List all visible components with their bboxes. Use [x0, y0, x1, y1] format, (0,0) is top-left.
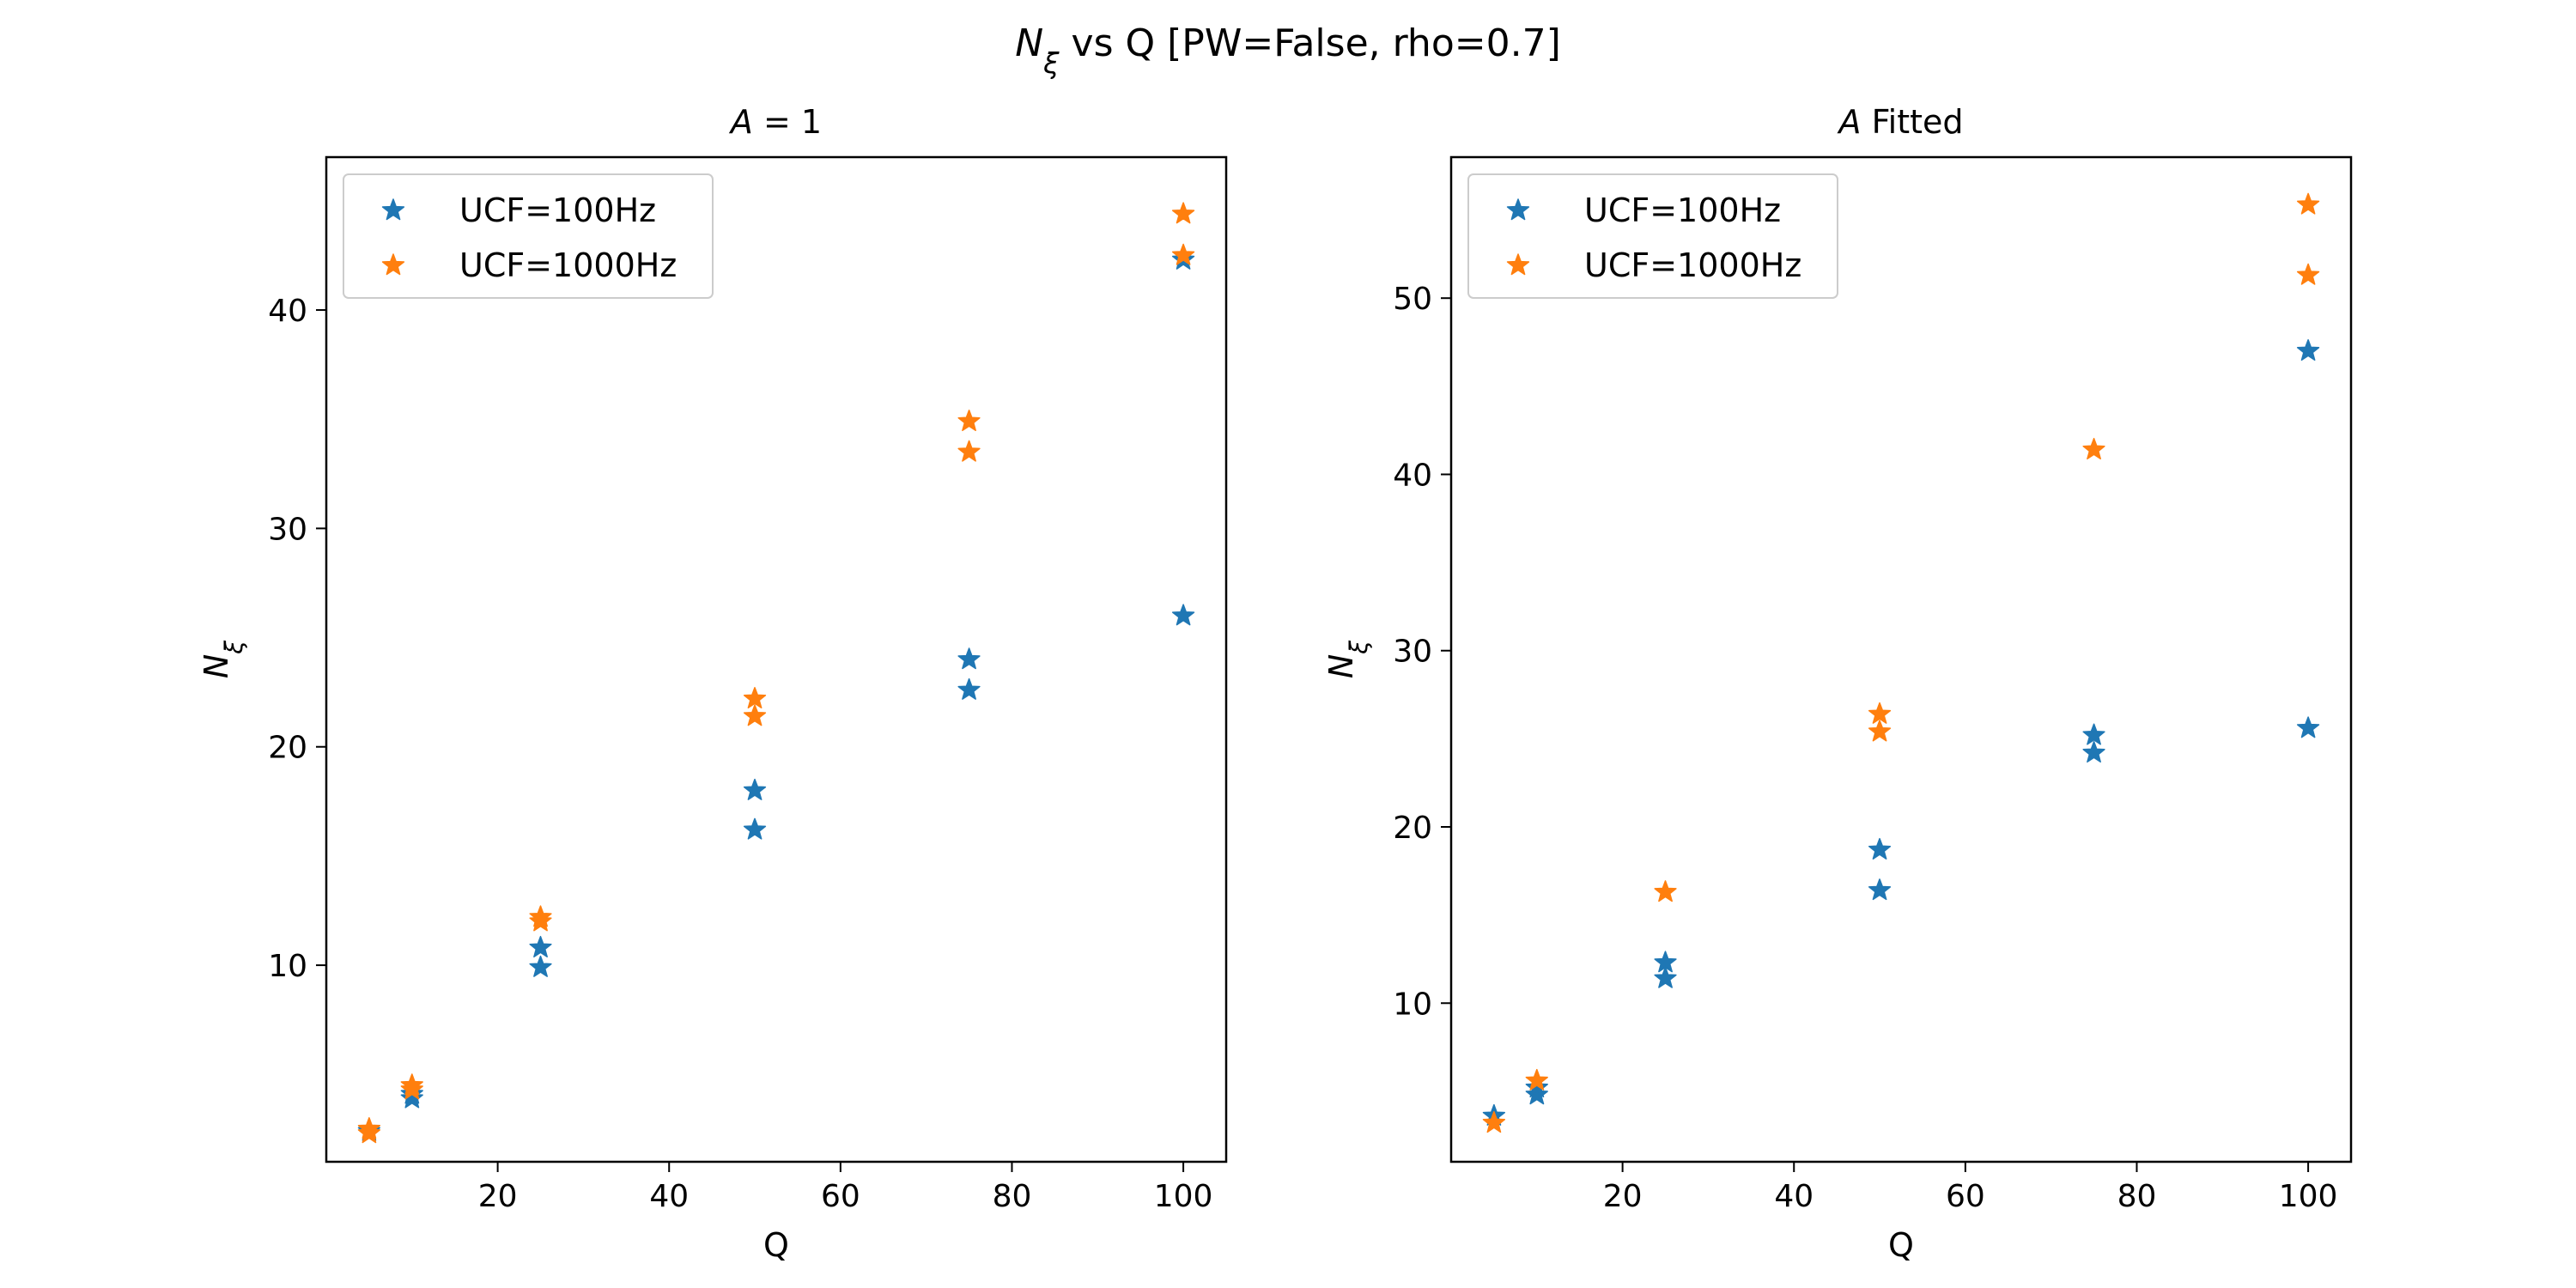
data-point [2296, 263, 2320, 285]
data-point [2296, 339, 2320, 361]
data-point [1868, 720, 1892, 742]
data-point [1654, 880, 1677, 902]
data-point [357, 1117, 381, 1139]
data-point [529, 935, 552, 958]
data-point [1868, 702, 1892, 724]
figure-title: Nξ vs Q [PW=False, rho=0.7] [1015, 21, 1561, 80]
data-point [529, 905, 552, 927]
y-tick-label: 40 [268, 294, 307, 329]
y-tick-label: 20 [1393, 811, 1432, 846]
x-tick-label: 40 [1774, 1179, 1814, 1214]
x-axis-label: Q [1888, 1226, 1914, 1264]
y-tick-label: 30 [1393, 635, 1432, 670]
x-tick-label: 60 [821, 1179, 860, 1214]
legend-marker [381, 253, 405, 276]
legend-label: UCF=1000Hz [1584, 246, 1801, 284]
data-point [957, 410, 981, 432]
panel-title: A Fitted [1836, 103, 1963, 141]
y-tick-label: 40 [1393, 458, 1432, 493]
x-axis-label: Q [763, 1226, 789, 1264]
data-point [2082, 437, 2105, 460]
legend-marker [381, 198, 405, 221]
y-tick-label: 30 [268, 512, 307, 547]
y-axis-label: Nξ [1322, 640, 1373, 678]
legend: UCF=100Hz UCF=1000Hz [1467, 173, 1838, 299]
data-point [743, 778, 767, 800]
data-point [1525, 1068, 1548, 1091]
data-point [1482, 1111, 1506, 1133]
x-tick-label: 40 [649, 1179, 689, 1214]
data-point [743, 687, 767, 709]
data-point [1171, 604, 1195, 626]
legend-box [1467, 173, 1838, 299]
panel-title: A = 1 [728, 103, 822, 141]
data-point [743, 704, 767, 726]
axes-frame [325, 155, 1228, 1163]
legend-label: UCF=100Hz [1584, 191, 1781, 229]
data-point [1868, 878, 1892, 901]
data-point [2082, 741, 2105, 763]
legend-label: UCF=1000Hz [459, 246, 677, 284]
y-tick-label: 10 [268, 949, 307, 984]
data-point [1654, 951, 1677, 973]
y-tick-label: 20 [268, 731, 307, 766]
y-axis-label: Nξ [197, 640, 248, 678]
data-point [1868, 837, 1892, 860]
legend-marker [1506, 198, 1530, 221]
x-tick-label: 60 [1946, 1179, 1985, 1214]
y-tick-label: 50 [1393, 282, 1432, 317]
x-tick-label: 20 [478, 1179, 518, 1214]
data-point [2082, 723, 2105, 745]
data-point [957, 677, 981, 700]
data-point [957, 647, 981, 670]
x-tick-label: 100 [1154, 1179, 1213, 1214]
left-scatter-panel: A = 120 40 60 80 10010203040QNξUCF=100HzUCF=… [197, 103, 1228, 1264]
right-scatter-panel: A Fitted 20 40 60 80 100 10 20 30 40 50 Q Nξ UCF=100H… [1322, 103, 2353, 1264]
legend-box [343, 173, 714, 299]
data-point [400, 1073, 423, 1096]
data-point [1525, 1083, 1548, 1105]
legend-label: UCF=100Hz [459, 191, 656, 229]
data-point [743, 817, 767, 840]
x-tick-label: 80 [2117, 1179, 2157, 1214]
data-point [1171, 202, 1195, 224]
data-point [1525, 1076, 1548, 1098]
data-point [1654, 966, 1677, 988]
data-point [2296, 716, 2320, 738]
data-point [2296, 192, 2320, 215]
data-point [529, 955, 552, 977]
data-point [1171, 243, 1195, 265]
legend: UCF=100Hz UCF=1000Hz [343, 173, 714, 299]
axes-frame [1449, 155, 2353, 1163]
data-point [957, 440, 981, 462]
x-tick-label: 100 [2279, 1179, 2338, 1214]
legend-marker [1506, 253, 1530, 276]
y-tick-label: 10 [1393, 987, 1432, 1022]
x-tick-label: 20 [1603, 1179, 1643, 1214]
x-tick-label: 80 [993, 1179, 1032, 1214]
